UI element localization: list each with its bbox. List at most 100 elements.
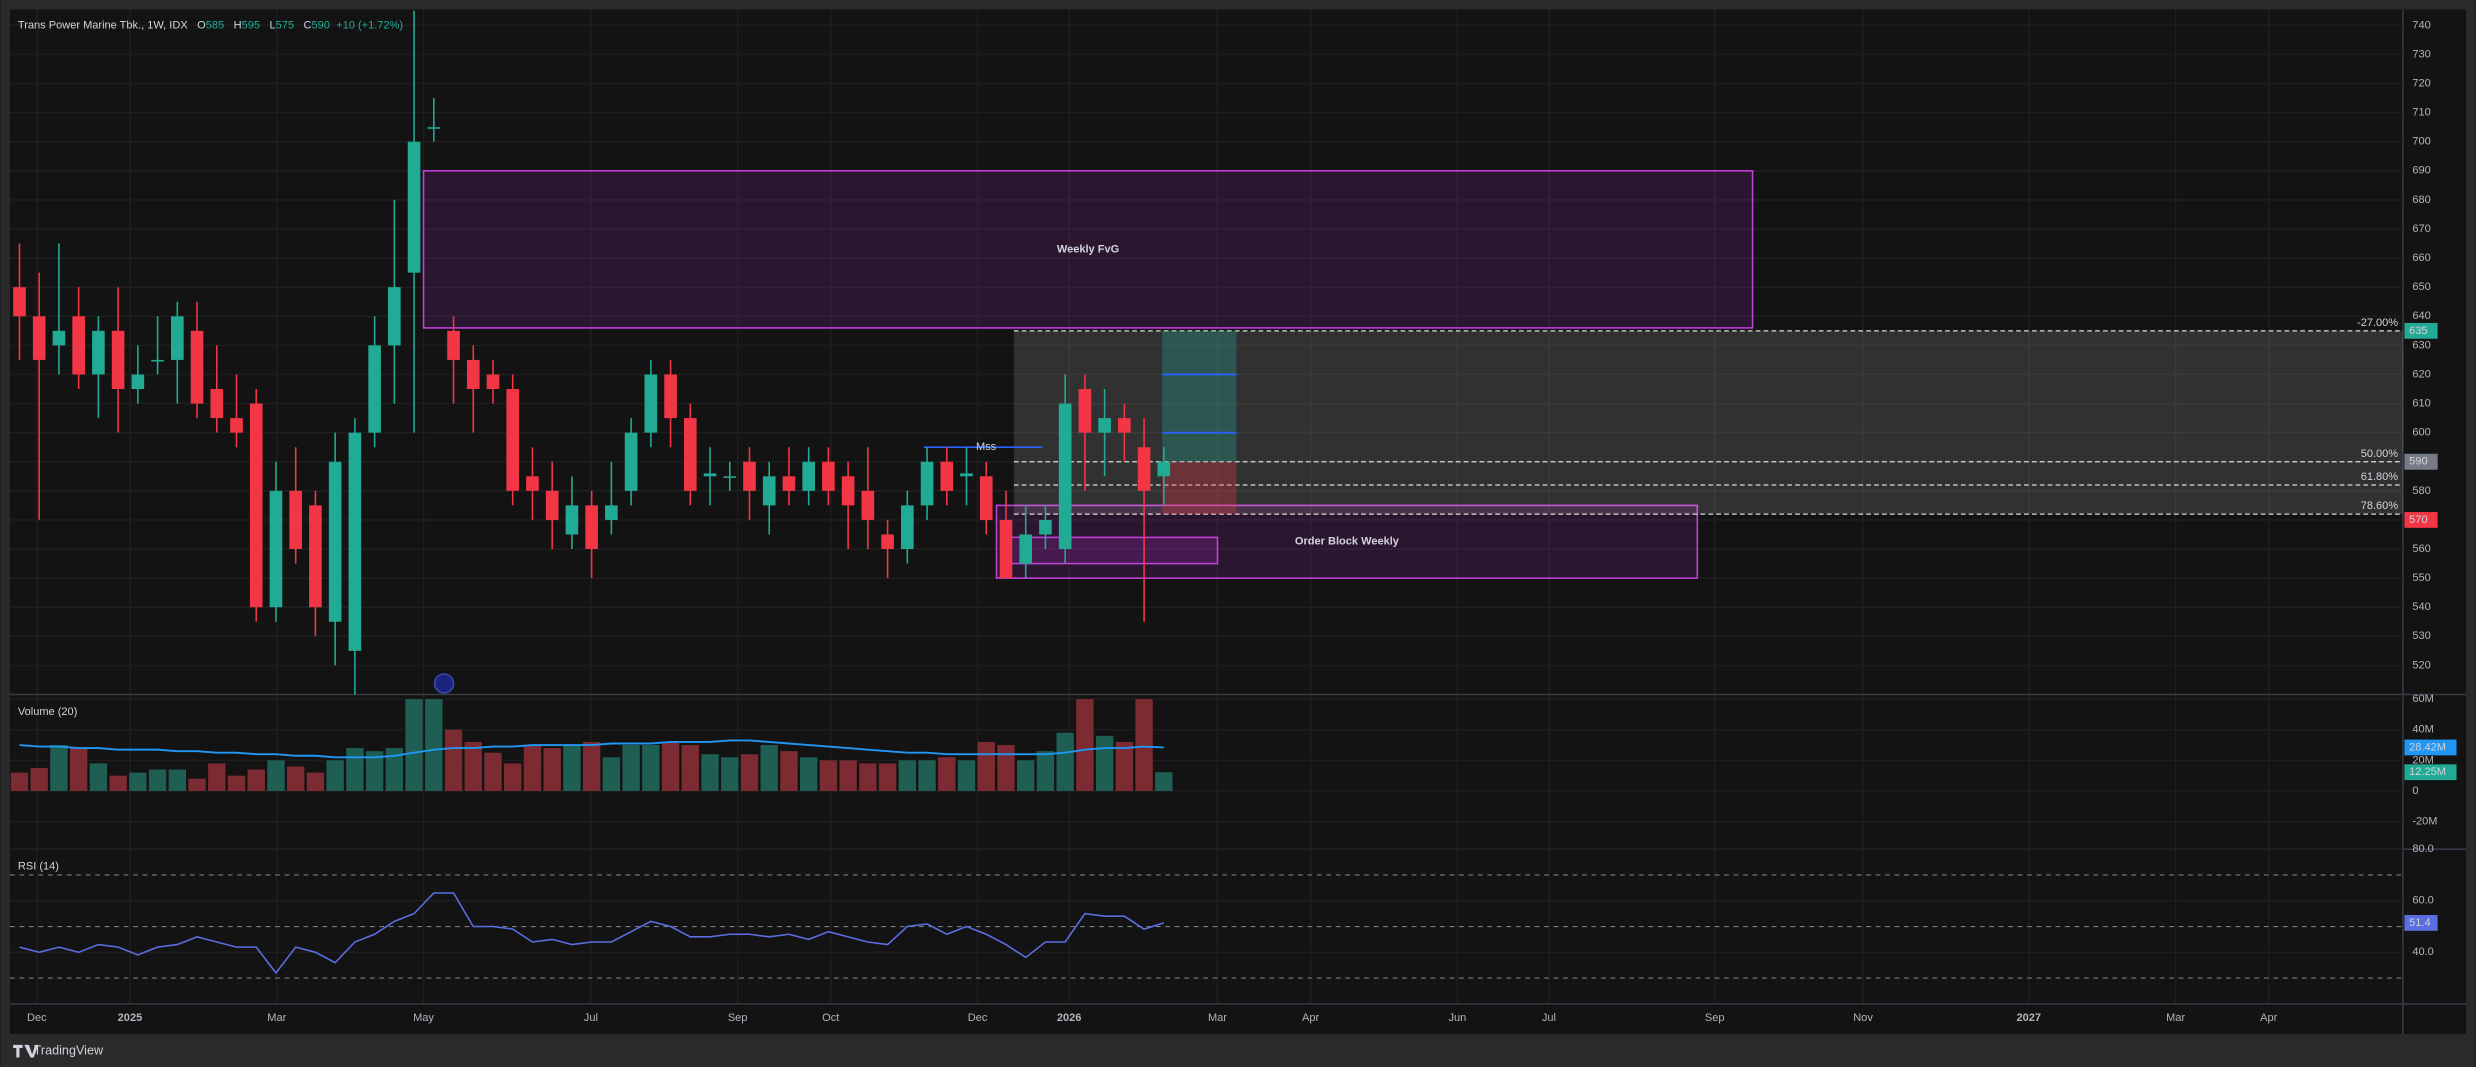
volume-bar bbox=[780, 751, 798, 791]
ohlc-value: 595 bbox=[242, 19, 260, 31]
volume-bar bbox=[385, 748, 404, 791]
volume-badge bbox=[2404, 739, 2457, 756]
volume-bar bbox=[878, 763, 897, 791]
candle-body bbox=[72, 316, 85, 375]
candle-body bbox=[802, 461, 815, 491]
volume-bar bbox=[701, 754, 719, 791]
volume-bar bbox=[582, 741, 601, 791]
candle-body bbox=[486, 374, 500, 390]
candle-body bbox=[861, 490, 875, 520]
candle-body bbox=[111, 330, 125, 390]
candle-body bbox=[901, 505, 914, 550]
y-tick-label: 700 bbox=[2412, 136, 2430, 148]
fib-area bbox=[1013, 330, 2403, 515]
y-tick-label: 620 bbox=[2412, 368, 2430, 380]
ohlc-key: C bbox=[304, 19, 312, 31]
candle-body bbox=[624, 432, 638, 491]
y-tick-label: 60M bbox=[2412, 693, 2433, 705]
candle-body bbox=[979, 476, 993, 520]
candle-body bbox=[940, 461, 954, 491]
y-tick-label: 540 bbox=[2412, 601, 2430, 613]
x-tick-label: Mar bbox=[267, 1012, 286, 1024]
volume-bar bbox=[1135, 699, 1153, 791]
candle-body bbox=[683, 418, 697, 491]
y-tick-label: 690 bbox=[2412, 165, 2430, 177]
price-badge-label: 590 bbox=[2409, 456, 2427, 468]
y-tick-label: 610 bbox=[2412, 397, 2430, 409]
volume-bar bbox=[642, 745, 660, 791]
candle-body bbox=[32, 316, 46, 360]
stop-zone bbox=[1162, 461, 1237, 515]
ohlc-key: L bbox=[269, 19, 275, 31]
candle-body bbox=[960, 473, 973, 477]
volume-bar bbox=[563, 745, 581, 791]
change: +10 (+1.72%) bbox=[336, 19, 403, 31]
candle-body bbox=[506, 389, 520, 491]
volume-bar bbox=[425, 699, 443, 791]
candle-body bbox=[407, 141, 421, 273]
volume-bar bbox=[287, 766, 305, 791]
candle-body bbox=[1157, 461, 1171, 477]
volume-bar bbox=[543, 748, 561, 791]
ohlc-key: O bbox=[197, 19, 206, 31]
target-zone bbox=[1162, 330, 1237, 462]
volume-bar bbox=[208, 763, 226, 791]
x-tick-label: Jul bbox=[584, 1012, 598, 1024]
y-tick-label: 60.0 bbox=[2412, 895, 2433, 907]
event-icon[interactable] bbox=[433, 673, 455, 694]
candle-body bbox=[1078, 389, 1092, 433]
candle-body bbox=[999, 519, 1013, 579]
volume-bar bbox=[1036, 751, 1055, 791]
volume-bar bbox=[306, 772, 325, 791]
header: Trans Power Marine Tbk., 1W, IDX O585 H595… bbox=[18, 19, 403, 31]
volume-badge bbox=[2404, 764, 2457, 781]
candle-body bbox=[881, 534, 894, 550]
candle-body bbox=[190, 330, 204, 404]
volume-bar bbox=[918, 760, 936, 791]
ohlc-key: H bbox=[234, 19, 242, 31]
volume-bar bbox=[30, 768, 48, 791]
candle-body bbox=[723, 476, 737, 478]
x-tick-label: Mar bbox=[2166, 1012, 2185, 1024]
volume-bar bbox=[89, 763, 108, 791]
volume-ma bbox=[19, 739, 1164, 759]
y-tick-label: 40.0 bbox=[2412, 946, 2433, 958]
candle-body bbox=[368, 345, 381, 433]
y-tick-label: 600 bbox=[2412, 427, 2430, 439]
volume-bar bbox=[227, 775, 246, 791]
candle-body bbox=[13, 287, 26, 317]
y-tick-label: 680 bbox=[2412, 194, 2430, 206]
x-tick-label: Sep bbox=[1705, 1012, 1725, 1024]
volume-bar bbox=[661, 741, 680, 791]
volume-title: Volume (20) bbox=[18, 706, 77, 718]
volume-bar bbox=[50, 745, 68, 791]
candle-body bbox=[644, 374, 658, 433]
x-tick-label: Dec bbox=[27, 1012, 47, 1024]
volume-bar bbox=[168, 769, 186, 791]
candle-body bbox=[92, 330, 105, 375]
volume-bar bbox=[1095, 735, 1114, 791]
candle-body bbox=[1098, 418, 1111, 433]
y-tick-label: 80.0 bbox=[2412, 843, 2433, 855]
candle-body bbox=[526, 476, 539, 491]
candle-body bbox=[1118, 418, 1131, 433]
zone-box bbox=[995, 504, 1699, 579]
candle-body bbox=[466, 359, 480, 390]
volume-bar bbox=[346, 748, 364, 791]
candle-body bbox=[131, 374, 145, 390]
volume-bar bbox=[267, 760, 285, 791]
volume-bar bbox=[681, 745, 699, 791]
rsi-line bbox=[19, 892, 1165, 975]
y-tick-label: 650 bbox=[2412, 281, 2430, 293]
volume-bar bbox=[69, 748, 88, 791]
candle-body bbox=[269, 490, 283, 608]
volume-bar bbox=[859, 763, 877, 791]
x-tick-label: Jun bbox=[1448, 1012, 1466, 1024]
x-tick-label: Jul bbox=[1542, 1012, 1556, 1024]
candle-body bbox=[348, 432, 362, 651]
volume-bar bbox=[602, 757, 621, 791]
price-badge bbox=[2404, 512, 2438, 528]
title: Trans Power Marine Tbk., 1W, IDX bbox=[18, 19, 188, 31]
candle-body bbox=[447, 330, 460, 360]
